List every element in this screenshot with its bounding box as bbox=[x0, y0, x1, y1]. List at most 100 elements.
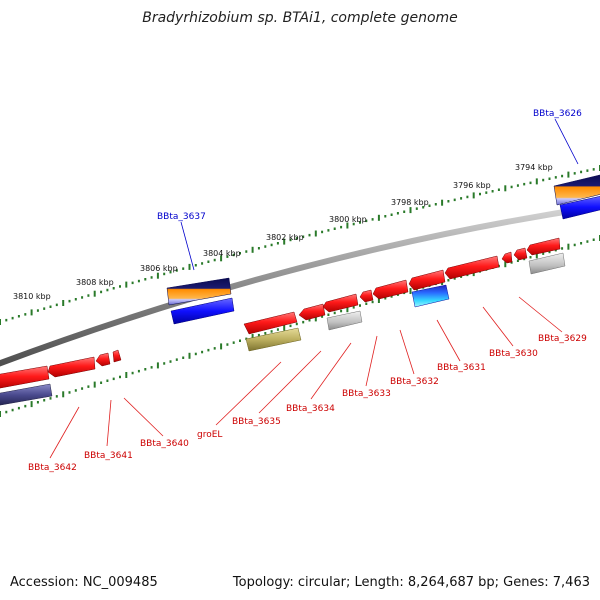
scale-minor-tick bbox=[112, 287, 115, 290]
scale-minor-tick bbox=[150, 276, 153, 279]
feature-box[interactable] bbox=[166, 277, 232, 306]
scale-minor-tick bbox=[207, 348, 210, 352]
gene-arrow[interactable] bbox=[444, 255, 500, 280]
scale-minor-tick bbox=[74, 389, 77, 392]
callout-line bbox=[310, 342, 352, 400]
scale-minor-tick bbox=[43, 307, 46, 310]
scale-minor-tick bbox=[36, 309, 39, 312]
scale-minor-tick bbox=[390, 295, 393, 298]
gene-label-bbta-3626[interactable]: BBta_3626 bbox=[533, 109, 582, 119]
feature-box[interactable] bbox=[0, 383, 53, 406]
feature-tracks bbox=[0, 174, 600, 406]
callout-line bbox=[123, 397, 164, 437]
scale-major-tick bbox=[377, 297, 380, 303]
gene-label-bbta-3641[interactable]: BBta_3641 bbox=[84, 451, 133, 461]
scale-minor-tick bbox=[447, 279, 450, 282]
callout-line bbox=[365, 335, 378, 387]
scale-minor-tick bbox=[359, 221, 361, 224]
scale-minor-tick bbox=[580, 242, 583, 245]
scale-minor-tick bbox=[270, 243, 273, 247]
gene-arrow[interactable] bbox=[112, 349, 122, 363]
scale-minor-tick bbox=[479, 192, 481, 196]
scale-minor-tick bbox=[428, 204, 431, 207]
scale-minor-tick bbox=[194, 264, 197, 267]
scale-minor-tick bbox=[131, 281, 134, 285]
scale-minor-tick bbox=[100, 381, 103, 384]
gene-label-groel[interactable]: groEL bbox=[197, 430, 222, 440]
scale-minor-tick bbox=[201, 350, 204, 354]
callout-line bbox=[482, 306, 514, 347]
scale-minor-tick bbox=[384, 297, 387, 300]
gene-label-bbta-3634[interactable]: BBta_3634 bbox=[286, 404, 335, 414]
scale-minor-tick bbox=[434, 203, 437, 206]
gene-arrow[interactable] bbox=[95, 352, 111, 367]
feature-box[interactable] bbox=[411, 284, 450, 308]
gene-label-bbta-3637[interactable]: BBta_3637 bbox=[157, 212, 206, 222]
gene-label-bbta-3631[interactable]: BBta_3631 bbox=[437, 363, 486, 373]
scale-minor-tick bbox=[340, 225, 343, 229]
gene-arrows bbox=[0, 237, 561, 389]
gene-label-bbta-3635[interactable]: BBta_3635 bbox=[232, 417, 281, 427]
scale-major-tick bbox=[62, 300, 65, 306]
scale-minor-tick bbox=[119, 285, 121, 288]
scale-minor-tick bbox=[55, 303, 58, 307]
gene-arrow[interactable] bbox=[359, 289, 374, 303]
feature-box[interactable] bbox=[553, 174, 600, 206]
scale-minor-tick bbox=[276, 242, 279, 245]
scale-minor-tick bbox=[390, 213, 393, 216]
scale-minor-tick bbox=[592, 238, 595, 241]
gene-labels: BBta_3626 BBta_3637 BBta_3642 BBta_3641 … bbox=[28, 109, 587, 473]
scale-major-tick bbox=[535, 178, 538, 185]
scale-minor-tick bbox=[321, 315, 324, 318]
feature-box[interactable] bbox=[326, 310, 363, 331]
gene-label-bbta-3632[interactable]: BBta_3632 bbox=[390, 377, 439, 387]
scale-labels: 3810 kbp 3808 kbp 3806 kbp 3804 kbp 3802… bbox=[13, 163, 553, 301]
scale-minor-tick bbox=[289, 324, 292, 328]
scale-minor-tick bbox=[232, 341, 235, 344]
gene-label-bbta-3642[interactable]: BBta_3642 bbox=[28, 463, 77, 473]
scale-major-tick bbox=[504, 261, 507, 268]
scale-minor-tick bbox=[87, 385, 90, 388]
scale-minor-tick bbox=[302, 320, 305, 324]
scale-minor-tick bbox=[245, 250, 248, 253]
gene-arrow[interactable] bbox=[0, 365, 50, 389]
scale-minor-tick bbox=[137, 369, 140, 373]
scale-major-tick bbox=[251, 246, 254, 253]
scale-minor-tick bbox=[264, 332, 267, 335]
scale-label: 3794 kbp bbox=[515, 163, 553, 172]
scale-minor-tick bbox=[194, 352, 197, 356]
scale-minor-tick bbox=[453, 277, 456, 280]
gene-arrow[interactable] bbox=[513, 247, 528, 261]
feature-box[interactable] bbox=[170, 297, 235, 325]
scale-major-tick bbox=[251, 334, 254, 340]
gene-label-bbta-3640[interactable]: BBta_3640 bbox=[140, 439, 189, 449]
gene-arrow[interactable] bbox=[298, 303, 326, 321]
accession-text: Accession: NC_009485 bbox=[10, 575, 158, 590]
genome-backbone bbox=[0, 203, 600, 367]
gene-label-bbta-3633[interactable]: BBta_3633 bbox=[342, 389, 391, 399]
scale-minor-tick bbox=[586, 240, 589, 243]
scale-minor-tick bbox=[352, 306, 355, 309]
gene-arrow[interactable] bbox=[526, 237, 561, 256]
scale-major-tick bbox=[93, 290, 96, 297]
gene-arrow[interactable] bbox=[243, 311, 298, 335]
scale-minor-tick bbox=[365, 302, 368, 305]
gene-arrow[interactable] bbox=[501, 251, 513, 264]
feature-box[interactable] bbox=[528, 252, 566, 275]
scale-minor-tick bbox=[49, 305, 52, 308]
gene-label-bbta-3629[interactable]: BBta_3629 bbox=[538, 334, 587, 344]
feature-box[interactable] bbox=[245, 327, 302, 352]
scale-major-tick bbox=[441, 199, 444, 206]
scale-minor-tick bbox=[182, 356, 185, 359]
gene-arrow[interactable] bbox=[372, 279, 409, 300]
scale-major-tick bbox=[472, 192, 475, 199]
scale-major-tick bbox=[30, 401, 33, 408]
scale-major-tick bbox=[220, 255, 223, 262]
genome-title: Bradyrhizobium sp. BTAi1, complete genom… bbox=[142, 10, 458, 26]
gene-arrow[interactable] bbox=[47, 356, 96, 378]
feature-box[interactable] bbox=[559, 195, 600, 220]
scale-minor-tick bbox=[485, 191, 488, 194]
gene-label-bbta-3630[interactable]: BBta_3630 bbox=[489, 349, 538, 359]
gene-arrow[interactable] bbox=[322, 293, 359, 313]
gene-arrow[interactable] bbox=[408, 269, 446, 291]
